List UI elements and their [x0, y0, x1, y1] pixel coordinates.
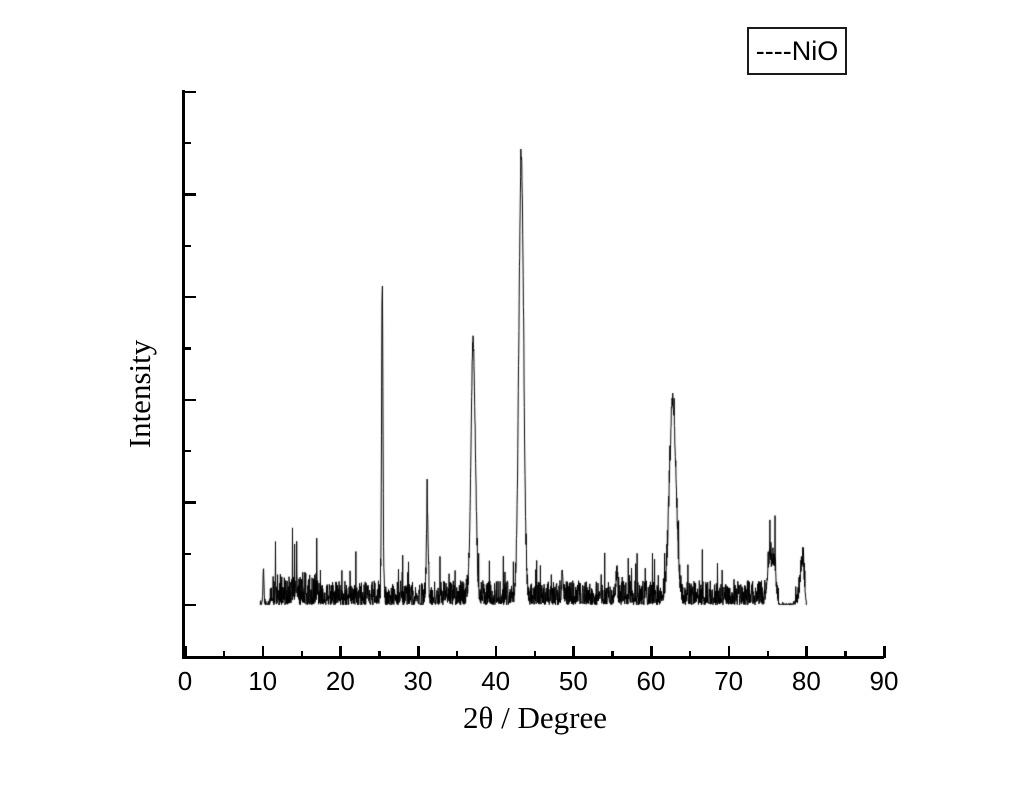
y-major-tick [184, 398, 196, 402]
y-major-tick [184, 295, 196, 299]
x-major-tick [184, 646, 187, 658]
x-major-tick [727, 646, 731, 658]
x-major-tick [339, 646, 342, 658]
y-axis-title: Intensity [122, 339, 157, 449]
x-minor-tick [378, 651, 381, 658]
x-tick-label: 60 [636, 666, 666, 696]
y-major-tick [184, 193, 196, 196]
x-minor-tick [611, 651, 614, 658]
x-minor-tick [766, 651, 769, 658]
x-tick-label: 90 [869, 666, 899, 696]
x-tick-label: 20 [325, 666, 355, 696]
legend: ----NiO [747, 27, 847, 75]
x-minor-tick [455, 651, 459, 658]
x-minor-tick [300, 651, 303, 658]
x-major-tick [883, 646, 886, 658]
x-major-tick [417, 646, 420, 658]
x-tick-label: 30 [403, 666, 433, 696]
x-tick-label: 50 [558, 666, 588, 696]
y-major-tick [184, 603, 196, 607]
y-minor-tick [184, 244, 191, 248]
x-minor-tick [222, 651, 226, 658]
x-axis-spine [182, 656, 884, 659]
x-tick-label: 80 [791, 666, 821, 696]
xrd-trace-canvas [185, 90, 885, 658]
y-minor-tick [184, 449, 191, 453]
x-major-tick [261, 646, 265, 658]
x-tick-label: 10 [248, 666, 278, 696]
plot-area [185, 90, 885, 658]
x-major-tick [572, 646, 575, 658]
y-major-tick [184, 501, 196, 504]
x-minor-tick [688, 651, 692, 658]
x-major-tick [650, 646, 653, 658]
x-major-tick [805, 646, 808, 658]
x-major-tick [494, 646, 498, 658]
y-minor-tick [184, 141, 191, 145]
x-minor-tick [844, 651, 847, 658]
x-tick-label: 40 [481, 666, 511, 696]
y-minor-tick [184, 347, 191, 350]
legend-series-label: ----NiO [755, 35, 839, 66]
x-axis-title: 2θ / Degree [463, 700, 607, 735]
x-tick-label: 70 [714, 666, 744, 696]
y-major-tick [184, 90, 196, 94]
y-minor-tick [184, 552, 191, 556]
y-axis-spine [182, 90, 185, 659]
x-minor-tick [533, 651, 536, 658]
x-tick-label: 0 [177, 666, 193, 696]
